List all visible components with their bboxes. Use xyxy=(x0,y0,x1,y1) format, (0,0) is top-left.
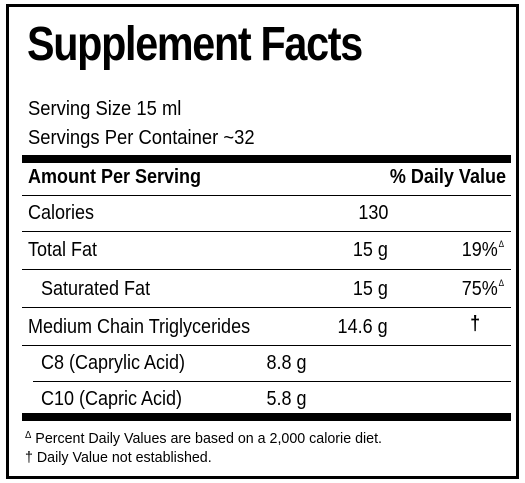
row-mct-name: Medium Chain Triglycerides xyxy=(28,316,251,338)
divider xyxy=(22,269,511,270)
row-mct-amount: 14.6 g xyxy=(337,316,388,338)
daily-value-label: % Daily Value xyxy=(389,166,506,188)
supplement-facts-panel: Supplement Facts Serving Size 15 ml Serv… xyxy=(6,4,519,479)
row-c8-name: C8 (Caprylic Acid) xyxy=(41,352,186,374)
delta-mark: Δ xyxy=(498,239,504,249)
footnote-not-established: † Daily Value not established. xyxy=(25,450,212,465)
thick-divider xyxy=(22,413,511,421)
thick-divider xyxy=(22,155,511,163)
divider xyxy=(22,195,511,196)
row-total-fat-name: Total Fat xyxy=(28,239,98,261)
dagger-mark: † xyxy=(25,449,33,466)
row-saturated-fat-dv: 75%Δ xyxy=(461,278,504,300)
footnote-daily-values: Δ Percent Daily Values are based on a 2,… xyxy=(25,430,383,447)
row-total-fat-amount: 15 g xyxy=(352,239,388,261)
row-saturated-fat-name: Saturated Fat xyxy=(41,278,151,300)
row-total-fat-dv: 19%Δ xyxy=(461,239,504,261)
row-mct-dv: † xyxy=(469,313,480,335)
footnote-text: Daily Value not established. xyxy=(32,449,212,466)
delta-mark: Δ xyxy=(498,278,504,288)
servings-per-container: Servings Per Container ~32 xyxy=(28,127,255,149)
row-calories-name: Calories xyxy=(28,202,95,224)
divider xyxy=(22,345,511,346)
row-c10-name: C10 (Capric Acid) xyxy=(41,388,183,410)
row-calories-amount: 130 xyxy=(357,202,388,224)
serving-size: Serving Size 15 ml xyxy=(28,98,182,120)
delta-mark: Δ xyxy=(25,430,32,441)
panel-title: Supplement Facts xyxy=(27,18,363,71)
footnote-text: Percent Daily Values are based on a 2,00… xyxy=(31,430,383,447)
divider xyxy=(22,307,511,308)
row-saturated-fat-amount: 15 g xyxy=(352,278,388,300)
row-c10-amount: 5.8 g xyxy=(265,388,306,410)
amount-per-serving-label: Amount Per Serving xyxy=(28,166,202,188)
dv-value: 75% xyxy=(461,278,498,300)
dv-value: 19% xyxy=(461,239,498,261)
divider xyxy=(22,231,511,232)
row-c8-amount: 8.8 g xyxy=(265,352,306,374)
divider xyxy=(33,381,511,382)
